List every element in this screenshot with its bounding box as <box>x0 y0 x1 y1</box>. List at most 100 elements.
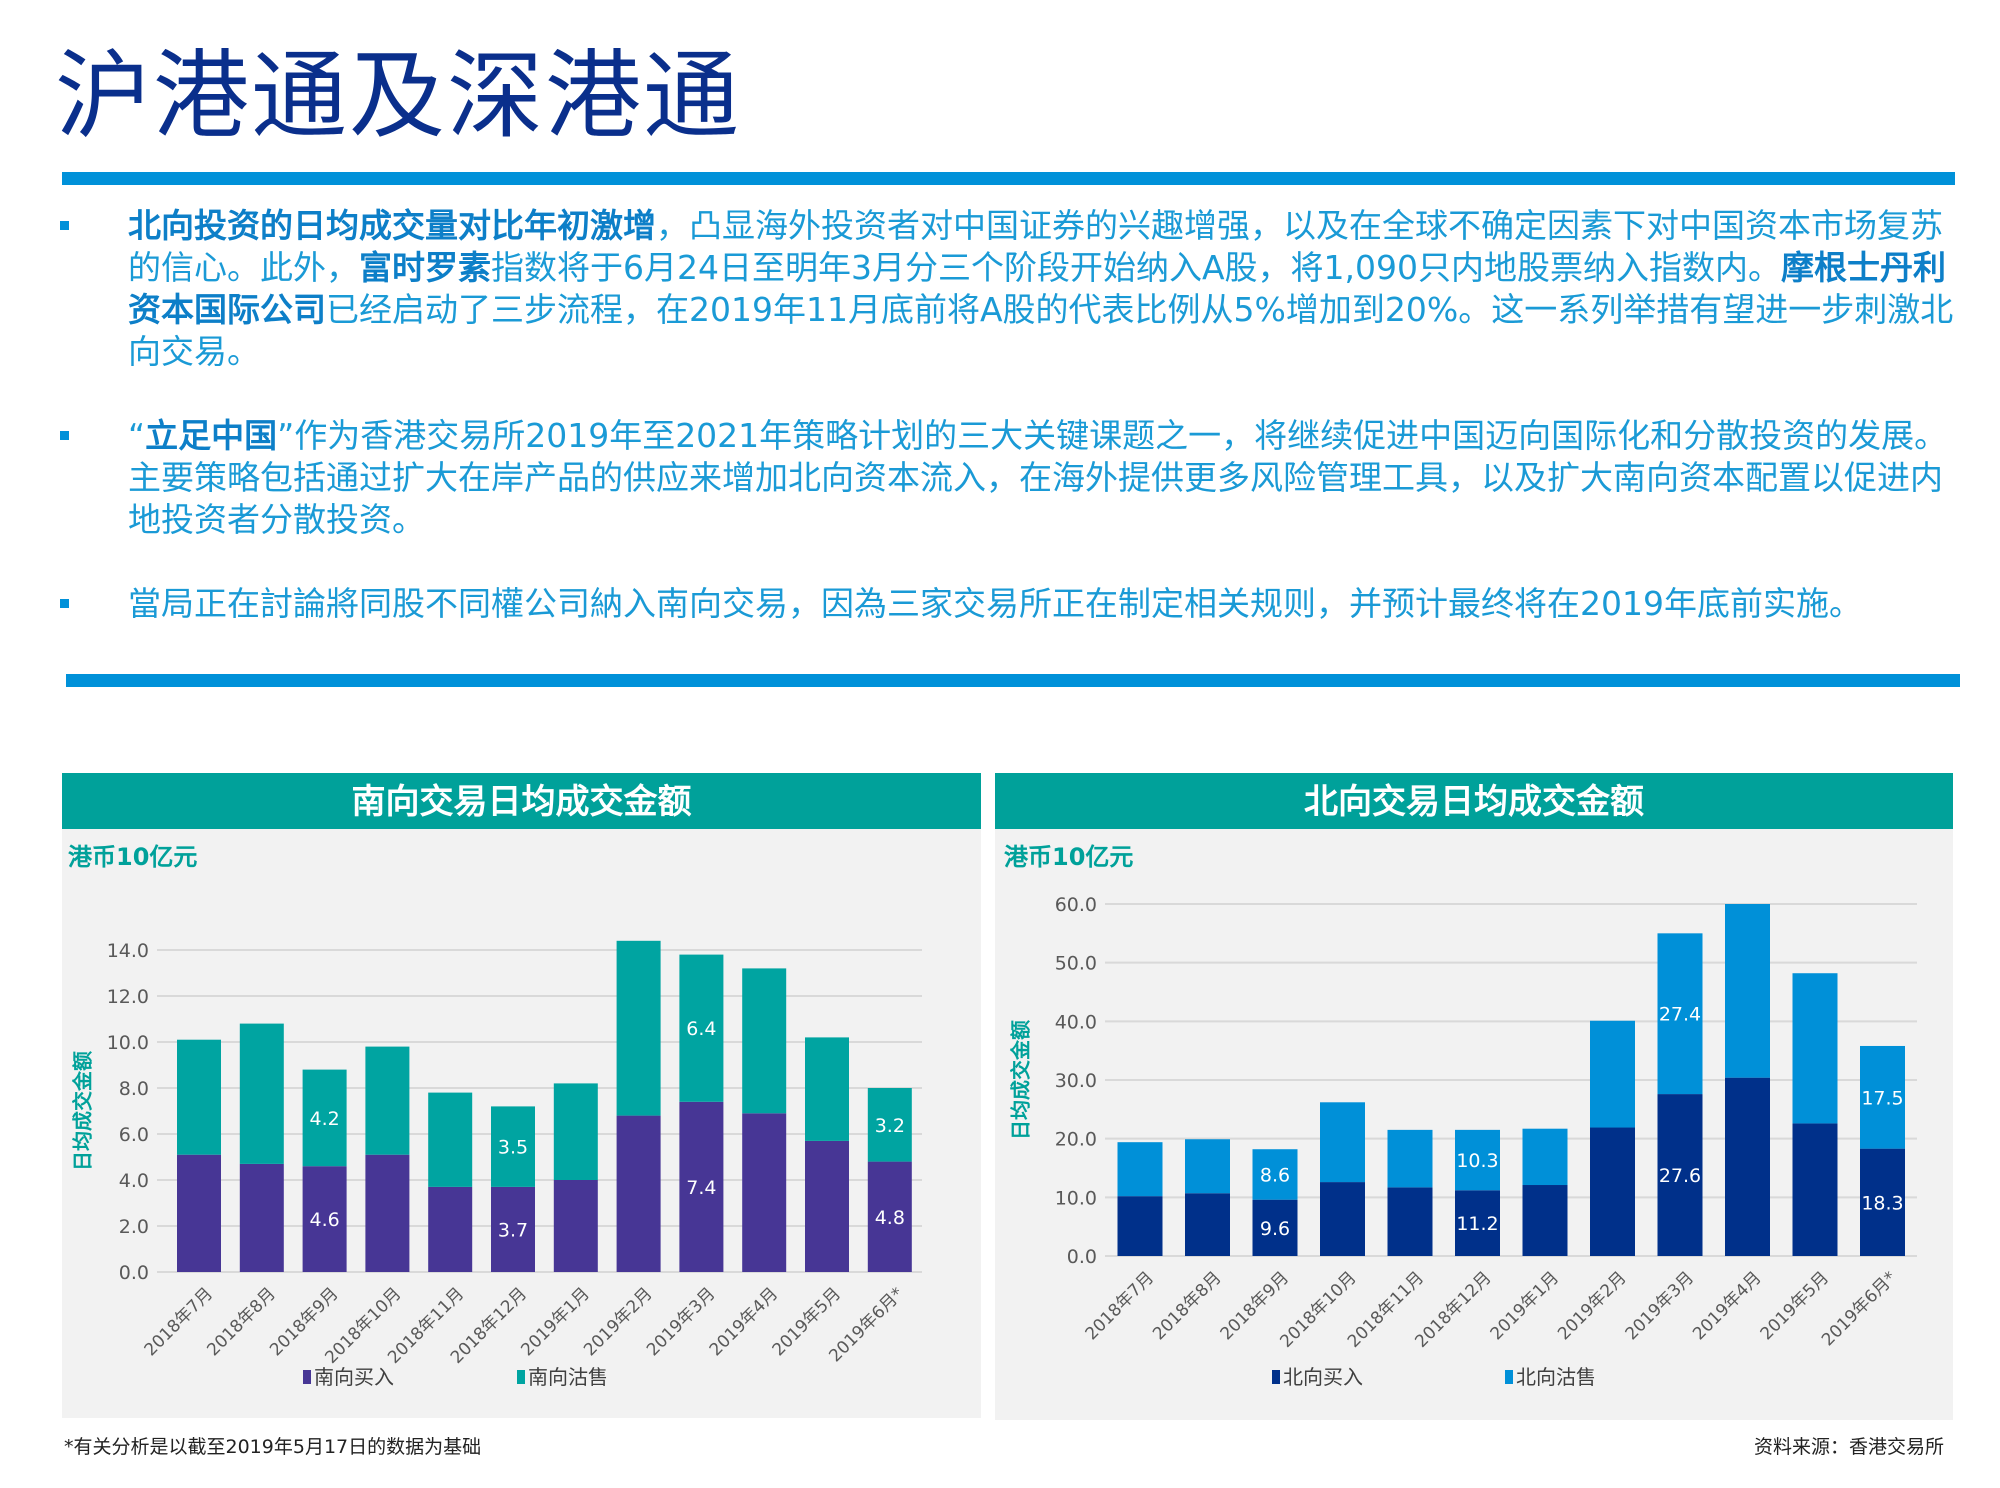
bar-segment <box>1657 1094 1703 1256</box>
bold-highlight: 立足中国 <box>145 416 278 455</box>
data-label: 7.4 <box>686 1177 716 1199</box>
bullet-list: 北向投资的日均成交量对比年初激增，凸显海外投资者对中国证券的兴趣增强，以及在全球… <box>60 205 1960 667</box>
bold-highlight: 富时罗素 <box>359 248 491 287</box>
bar-segment <box>1117 1196 1163 1256</box>
text-segment: “ <box>128 416 146 455</box>
bar-segment <box>428 1186 473 1272</box>
legend-label: 南向买入 <box>314 1365 394 1389</box>
bold-highlight: 北向投资的日均成交量对比年初激增 <box>128 206 656 245</box>
y-tick-label: 2.0 <box>119 1216 149 1238</box>
bar-segment <box>805 1037 849 1141</box>
bar-segment <box>177 1039 221 1155</box>
bar-segment <box>553 1083 598 1180</box>
data-label: 18.3 <box>1861 1192 1903 1214</box>
unit-label: 港币10亿元 <box>1004 843 1133 871</box>
bullet-item: 當局正在討論將同股不同權公司納入南向交易，因為三家交易所正在制定相关规则，并预计… <box>60 583 1960 625</box>
bar-segment <box>742 968 787 1114</box>
bar-segment <box>805 1140 849 1272</box>
x-tick-label: 2019年3月 <box>1622 1268 1698 1344</box>
southbound-chart: 港币10亿元日均成交金额0.02.04.06.08.010.012.014.02… <box>68 843 922 1389</box>
chart-title: 南向交易日均成交金额 <box>62 773 981 829</box>
y-tick-label: 4.0 <box>119 1170 149 1192</box>
x-tick-label: 2019年1月 <box>1487 1268 1563 1344</box>
y-tick-label: 40.0 <box>1055 1011 1097 1033</box>
y-tick-label: 10.0 <box>107 1032 149 1054</box>
bar-segment <box>1590 1020 1635 1128</box>
bold-highlight: 摩根士丹利资本国际公司 <box>128 248 1947 329</box>
y-tick-label: 20.0 <box>1055 1129 1097 1151</box>
legend-label: 北向沽售 <box>1516 1365 1596 1389</box>
bar-segment <box>1455 1129 1500 1191</box>
y-tick-label: 8.0 <box>119 1078 149 1100</box>
y-tick-label: 0.0 <box>1067 1246 1097 1268</box>
bar-segment <box>679 1101 724 1272</box>
bar-segment <box>1590 1127 1635 1256</box>
data-label: 4.2 <box>309 1108 339 1130</box>
page-title: 沪港通及深港通 <box>55 40 741 152</box>
data-label: 3.2 <box>875 1115 905 1137</box>
bar-segment <box>365 1046 410 1155</box>
data-label: 4.6 <box>309 1209 339 1231</box>
bar-segment <box>239 1023 284 1164</box>
data-label: 11.2 <box>1456 1213 1498 1235</box>
text-segment: ，凸显海外投资者对中国证券的兴趣增强，以及在全球不确定因素下对中国资本市场复苏的… <box>128 206 1943 287</box>
y-tick-label: 30.0 <box>1055 1070 1097 1092</box>
bar-segment <box>1860 1045 1905 1149</box>
y-axis-title: 日均成交金额 <box>71 1051 95 1171</box>
y-tick-label: 60.0 <box>1055 894 1097 916</box>
bar-segment <box>867 1161 912 1272</box>
legend-swatch <box>303 1370 311 1384</box>
top-divider <box>62 172 1955 185</box>
legend-label: 南向沽售 <box>528 1365 608 1389</box>
bar-segment <box>1455 1190 1500 1256</box>
bar-segment <box>742 1113 787 1272</box>
bar-segment <box>1320 1102 1365 1183</box>
y-tick-label: 14.0 <box>107 940 149 962</box>
bar-segment <box>1522 1128 1568 1186</box>
data-label: 17.5 <box>1861 1087 1903 1109</box>
bar-segment <box>1117 1142 1163 1197</box>
data-label: 8.6 <box>1260 1164 1290 1186</box>
bar-segment <box>1657 933 1703 1095</box>
data-label: 27.6 <box>1659 1165 1701 1187</box>
bar-segment <box>1792 973 1838 1124</box>
bar-segment <box>365 1154 410 1272</box>
unit-label: 港币10亿元 <box>68 843 197 871</box>
bullet-text: 北向投资的日均成交量对比年初激增，凸显海外投资者对中国证券的兴趣增强，以及在全球… <box>128 206 1953 371</box>
data-label: 9.6 <box>1260 1218 1290 1240</box>
bar-segment <box>1860 1148 1905 1256</box>
legend-swatch <box>1505 1370 1513 1384</box>
bar-segment <box>1320 1182 1365 1256</box>
x-tick-label: 2018年8月 <box>1149 1268 1225 1344</box>
bar-segment <box>1522 1185 1568 1256</box>
bar-segment <box>1387 1187 1433 1256</box>
text-segment: 已经启动了三步流程，在2019年11月底前将A股的代表比例从5%增加到20%。这… <box>128 290 1954 371</box>
bar-segment <box>867 1088 912 1162</box>
northbound-chart-panel: 北向交易日均成交金额 港币10亿元 日均成交金额 0.0 10.0 20.0 30.0 40… <box>995 773 1953 1420</box>
text-segment: 當局正在討論將同股不同權公司納入南向交易，因為三家交易所正在制定相关规则，并预计… <box>128 584 1862 623</box>
bar-segment <box>302 1166 347 1272</box>
bullet-item: 北向投资的日均成交量对比年初激增，凸显海外投资者对中国证券的兴趣增强，以及在全球… <box>60 205 1960 373</box>
source-note: 资料来源：香港交易所 <box>1753 1436 1944 1458</box>
text-segment: ”作为香港交易所2019年至2021年策略计划的三大关键课题之一，将继续促进中国… <box>128 416 1948 539</box>
y-tick-label: 50.0 <box>1055 953 1097 975</box>
x-tick-label: 2019年4月 <box>1689 1268 1765 1344</box>
bullet-icon <box>60 599 69 608</box>
bar-segment <box>428 1092 473 1187</box>
legend-swatch <box>517 1370 525 1384</box>
bar-segment <box>239 1163 284 1272</box>
footnote: *有关分析是以截至2019年5月17日的数据为基础 <box>64 1436 482 1458</box>
bullet-icon <box>60 221 69 230</box>
bar-segment <box>1185 1193 1230 1256</box>
bar-segment <box>616 1115 661 1272</box>
data-label: 27.4 <box>1659 1004 1701 1026</box>
bullet-icon <box>60 431 69 440</box>
bar-segment <box>491 1186 535 1272</box>
y-tick-label: 10.0 <box>1055 1187 1097 1209</box>
bar-segment <box>302 1069 347 1167</box>
data-label: 3.5 <box>498 1137 528 1159</box>
bar-segment <box>491 1106 535 1187</box>
legend-label: 北向买入 <box>1283 1365 1363 1389</box>
data-label: 4.8 <box>875 1207 905 1229</box>
